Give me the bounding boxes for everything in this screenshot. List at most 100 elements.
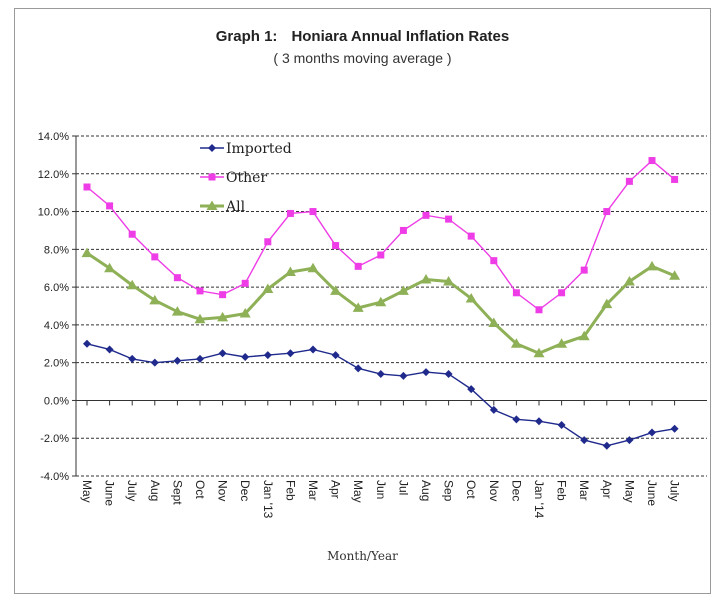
point-marker	[399, 226, 407, 234]
point-marker	[219, 291, 227, 299]
y-tick-label: 8.0%	[44, 244, 69, 256]
series-all	[81, 247, 681, 358]
point-marker	[601, 298, 613, 309]
legend-label: Other	[226, 170, 267, 186]
point-marker	[284, 266, 296, 276]
x-tick-label: Jun	[374, 480, 388, 499]
y-tick-label: 0.0%	[44, 395, 69, 407]
axes	[75, 136, 707, 476]
legend-label: Imported	[226, 141, 292, 157]
x-axis-title: Month/Year	[327, 549, 398, 563]
point-marker	[646, 260, 658, 271]
point-marker	[332, 242, 340, 250]
chart-frame	[14, 8, 711, 594]
y-tick-label: 2.0%	[44, 358, 69, 370]
point-marker	[399, 371, 408, 380]
chart-title-text: Honiara Annual Inflation Rates	[291, 28, 510, 45]
y-tick-label: -2.0%	[40, 433, 69, 445]
point-marker	[309, 345, 317, 354]
point-marker	[128, 230, 136, 238]
point-marker	[465, 292, 477, 303]
y-tick-label: 6.0%	[44, 282, 69, 294]
point-marker	[535, 417, 543, 426]
point-marker	[488, 317, 500, 327]
point-marker	[264, 238, 272, 246]
x-tick-label: Nov	[216, 480, 230, 501]
x-tick-label: Jul	[396, 480, 410, 495]
point-marker	[105, 345, 114, 354]
point-marker	[377, 251, 385, 259]
point-marker	[625, 177, 633, 185]
point-marker	[397, 285, 409, 295]
point-marker	[420, 274, 432, 284]
series-imported	[83, 339, 679, 450]
chart-subtitle: ( 3 months moving average )	[273, 50, 452, 66]
point-marker	[445, 215, 453, 223]
y-tick-label: 10.0%	[38, 207, 69, 219]
point-marker	[309, 208, 317, 216]
x-tick-label: May	[351, 480, 365, 503]
point-marker	[217, 311, 229, 322]
point-marker	[262, 283, 274, 293]
y-axis-ticks: -4.0% -2.0% 0.0% 2.0% 4.0% 6.0% 8.0% 10.0% 12.0%…	[38, 131, 76, 483]
point-marker	[648, 157, 656, 165]
legend-label: All	[225, 199, 246, 215]
point-marker	[239, 308, 251, 318]
x-tick-label: Oct	[464, 480, 478, 499]
data-series	[81, 157, 681, 450]
point-marker	[128, 354, 137, 363]
y-tick-label: 12.0%	[38, 169, 69, 181]
point-marker	[580, 266, 588, 274]
point-marker	[352, 302, 364, 312]
point-marker	[443, 275, 455, 286]
point-marker	[206, 200, 218, 210]
point-marker	[671, 175, 679, 183]
point-marker	[171, 306, 183, 316]
chart-title-prefix: Graph 1:	[215, 28, 278, 45]
x-tick-label: Dec	[509, 480, 523, 501]
point-marker	[648, 428, 656, 437]
point-marker	[512, 415, 521, 424]
point-marker	[104, 262, 116, 273]
y-tick-label: -4.0%	[40, 471, 69, 483]
x-tick-label: Jan '14	[532, 480, 546, 519]
point-marker	[286, 349, 295, 358]
point-marker	[173, 274, 181, 282]
point-marker	[510, 338, 522, 348]
point-marker	[354, 364, 363, 373]
point-marker	[603, 208, 611, 216]
point-marker	[149, 294, 161, 305]
x-tick-label: May	[622, 480, 636, 503]
x-tick-label: Oct	[193, 480, 207, 499]
point-marker	[669, 270, 681, 280]
point-marker	[490, 257, 498, 265]
x-tick-label: May	[80, 480, 94, 503]
x-tick-label: Apr	[600, 480, 614, 499]
x-tick-label: Apr	[329, 480, 343, 499]
point-marker	[422, 211, 430, 219]
y-tick-label: 4.0%	[44, 320, 69, 332]
x-tick-label: Nov	[487, 480, 501, 501]
point-marker	[375, 296, 387, 307]
x-tick-label: Mar	[306, 480, 320, 501]
point-marker	[331, 351, 340, 360]
point-marker	[489, 405, 498, 414]
point-marker	[535, 306, 543, 314]
point-marker	[512, 289, 520, 297]
point-marker	[196, 287, 204, 295]
point-marker	[556, 338, 568, 348]
point-marker	[150, 358, 159, 367]
point-marker	[208, 173, 216, 181]
x-tick-label: Aug	[419, 480, 433, 501]
point-marker	[81, 247, 93, 258]
point-marker	[376, 370, 385, 378]
point-marker	[196, 354, 204, 363]
point-marker	[558, 289, 566, 297]
point-marker	[218, 349, 227, 358]
point-marker	[580, 436, 589, 445]
x-tick-label: Jan '13	[261, 480, 275, 519]
x-tick-label: Aug	[148, 480, 162, 501]
point-marker	[602, 441, 611, 450]
x-tick-label: Feb	[283, 480, 297, 501]
